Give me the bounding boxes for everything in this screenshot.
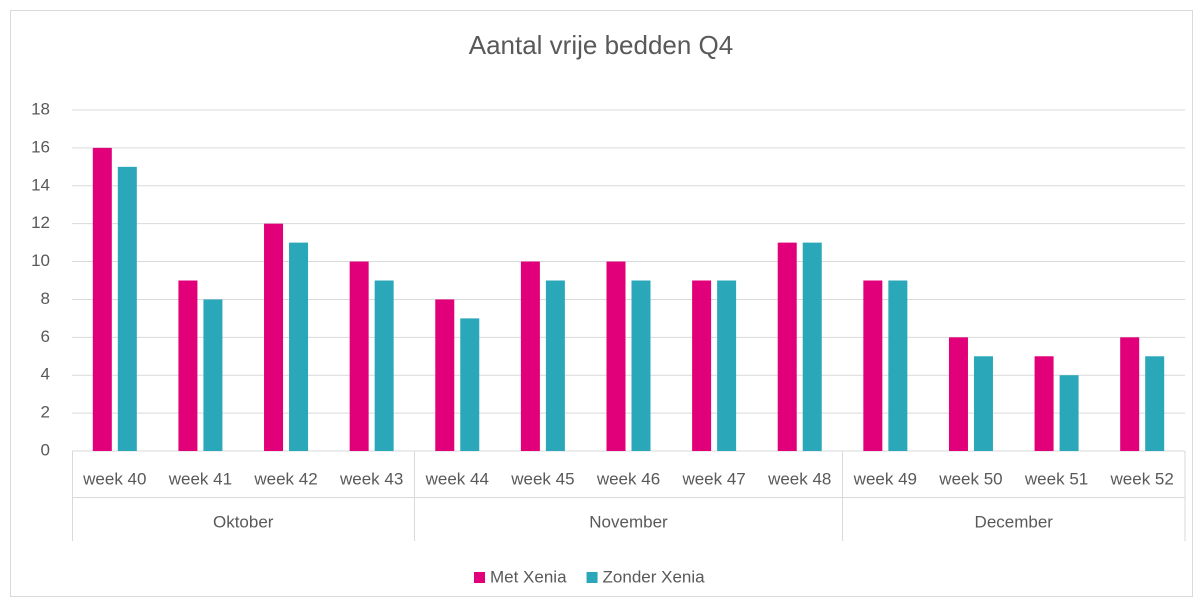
- bar: [374, 280, 394, 451]
- bar: [692, 280, 712, 451]
- bar: [888, 280, 908, 451]
- bar: [264, 223, 284, 451]
- x-tick-label: week 47: [681, 469, 745, 488]
- bar: [460, 318, 480, 451]
- y-tick-label: 8: [41, 289, 50, 308]
- bar: [520, 261, 540, 451]
- bar: [973, 356, 993, 451]
- bar: [92, 147, 112, 451]
- group-label: December: [975, 512, 1054, 531]
- legend-label: Met Xenia: [490, 567, 567, 586]
- y-tick-label: 4: [41, 365, 50, 384]
- y-tick-label: 14: [31, 175, 50, 194]
- x-tick-label: week 46: [596, 469, 660, 488]
- y-tick-label: 0: [41, 440, 50, 459]
- legend-swatch: [474, 572, 485, 583]
- legend-swatch: [586, 572, 598, 583]
- bar: [802, 242, 822, 451]
- y-tick-label: 10: [31, 251, 50, 270]
- bar: [777, 242, 797, 451]
- y-tick-label: 6: [41, 327, 50, 346]
- group-label: Oktober: [213, 512, 274, 531]
- x-tick-label: week 50: [938, 469, 1002, 488]
- bar: [1059, 375, 1079, 451]
- bar: [948, 337, 968, 451]
- x-tick-label: week 48: [767, 469, 831, 488]
- x-tick-label: week 51: [1024, 469, 1088, 488]
- x-tick-label: week 49: [853, 469, 917, 488]
- bar: [117, 166, 137, 452]
- y-tick-label: 16: [31, 137, 50, 156]
- bar: [863, 280, 883, 451]
- chart-title: Aantal vrije bedden Q4: [469, 30, 734, 60]
- y-tick-label: 12: [31, 213, 50, 232]
- bar: [203, 299, 223, 451]
- group-label: November: [589, 512, 668, 531]
- bar: [1120, 337, 1140, 451]
- bar: [289, 242, 309, 451]
- bar: [1034, 356, 1054, 451]
- bar: [545, 280, 565, 451]
- bar: [349, 261, 369, 451]
- bar: [606, 261, 626, 451]
- x-tick-label: week 41: [168, 469, 232, 488]
- y-tick-label: 2: [41, 403, 50, 422]
- legend-label: Zonder Xenia: [603, 567, 706, 586]
- x-tick-label: week 45: [510, 469, 574, 488]
- bar: [717, 280, 737, 451]
- x-tick-label: week 40: [82, 469, 146, 488]
- x-tick-label: week 42: [253, 469, 317, 488]
- bar: [631, 280, 651, 451]
- x-tick-label: week 52: [1110, 469, 1174, 488]
- y-tick-label: 18: [31, 99, 50, 118]
- bar: [1145, 356, 1165, 451]
- bar: [178, 280, 198, 451]
- x-tick-label: week 43: [339, 469, 403, 488]
- x-tick-label: week 44: [425, 469, 489, 488]
- bar: [435, 299, 455, 451]
